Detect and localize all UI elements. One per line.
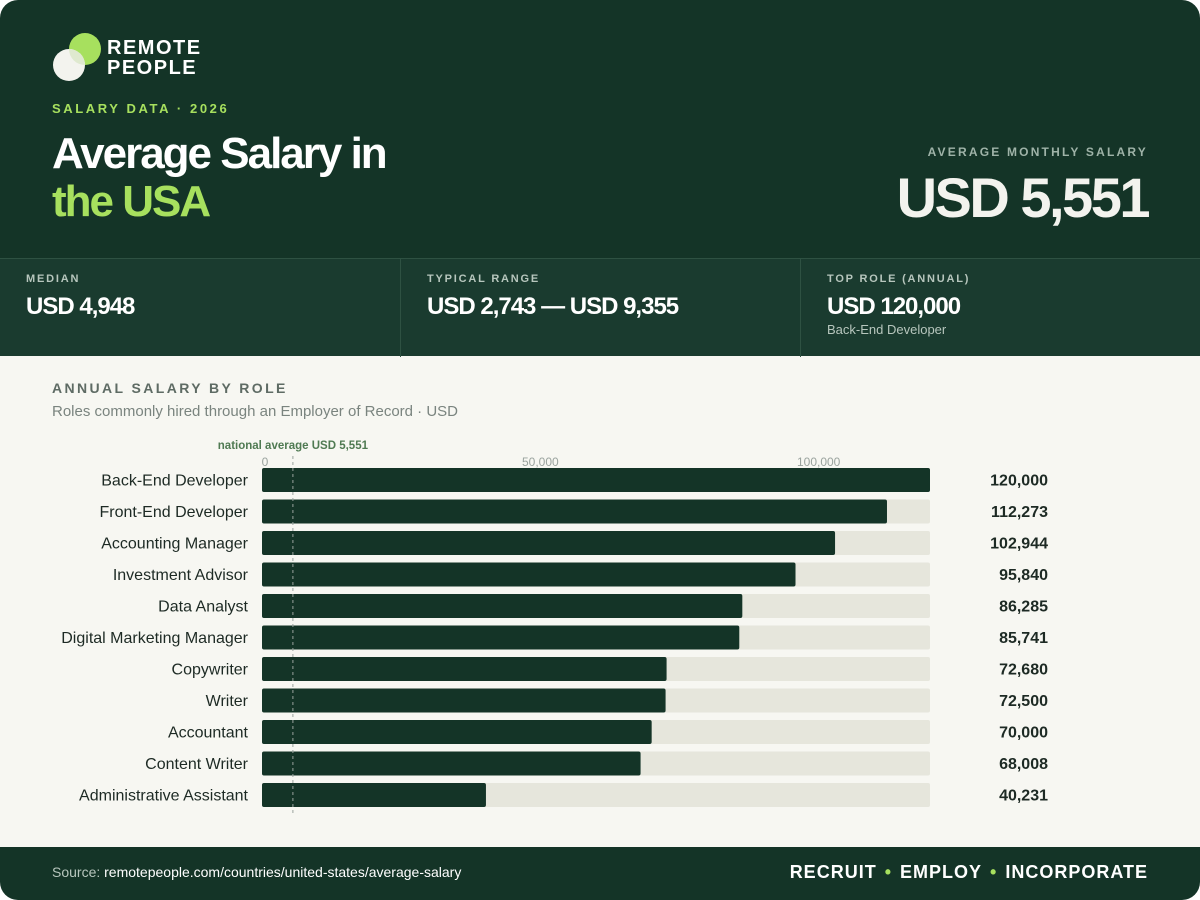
- page-title: Average Salary in the USA: [52, 129, 388, 226]
- value-label: 95,840: [999, 567, 1048, 584]
- logo-icon: [53, 33, 101, 81]
- stats-strip: MEDIAN USD 4,948 TYPICAL RANGE USD 2,743…: [0, 258, 1200, 357]
- value-label: 102,944: [990, 536, 1048, 553]
- bar: [262, 783, 486, 807]
- stat-label: TYPICAL RANGE: [427, 273, 541, 285]
- category-label: Accountant: [168, 725, 249, 742]
- category-label: Copywriter: [172, 662, 249, 679]
- bar: [262, 657, 667, 681]
- category-label: Data Analyst: [158, 599, 248, 616]
- separator-dot-icon: •: [990, 862, 998, 882]
- title-line-2: the USA: [52, 177, 211, 226]
- tagline-recruit: RECRUIT: [789, 862, 877, 882]
- value-label: 86,285: [999, 599, 1048, 616]
- hero-header: REMOTE PEOPLE SALARY DATA · 2026 Average…: [0, 0, 1200, 258]
- stat-value: USD 120,000: [827, 293, 961, 320]
- category-label: Content Writer: [145, 756, 249, 773]
- source-label: Source:: [52, 864, 101, 880]
- logo-line-1: REMOTE: [107, 37, 202, 59]
- bar: [262, 688, 666, 713]
- stat-top-role: TOP ROLE (ANNUAL) USD 120,000 Back-End D…: [800, 259, 1200, 357]
- stat-value: USD 4,948: [26, 293, 135, 320]
- eyebrow-label: SALARY DATA · 2026: [52, 101, 230, 116]
- bar: [262, 625, 740, 650]
- section-title: ANNUAL SALARY BY ROLE: [52, 380, 288, 396]
- category-label: Accounting Manager: [101, 536, 248, 553]
- stat-label: TOP ROLE (ANNUAL): [827, 273, 971, 285]
- value-label: 70,000: [999, 725, 1048, 742]
- source-link[interactable]: remotepeople.com/countries/united-states…: [104, 864, 462, 880]
- kpi-value: USD 5,551: [896, 166, 1151, 229]
- tagline: RECRUIT • EMPLOY • INCORPORATE: [790, 862, 1148, 883]
- source-line: Source: remotepeople.com/countries/unite…: [52, 864, 461, 880]
- separator-dot-icon: •: [884, 862, 892, 882]
- tagline-incorporate: INCORPORATE: [1005, 862, 1148, 882]
- bar: [262, 751, 641, 776]
- title-line-1: Average Salary in: [52, 129, 388, 178]
- value-label: 112,273: [991, 504, 1048, 521]
- tagline-employ: EMPLOY: [900, 862, 983, 882]
- section-subtitle: Roles commonly hired through an Employer…: [52, 403, 459, 420]
- category-label: Front-End Developer: [99, 504, 248, 521]
- bar: [262, 562, 796, 587]
- stat-label: MEDIAN: [26, 273, 81, 285]
- stat-value: USD 2,743 — USD 9,355: [427, 293, 679, 320]
- kpi-label: AVERAGE MONTHLY SALARY: [927, 145, 1148, 159]
- bar: [262, 468, 930, 492]
- stat-subtext: Back-End Developer: [827, 322, 947, 337]
- bar: [262, 499, 887, 524]
- reference-line-label: national average USD 5,551: [218, 440, 369, 452]
- value-label: 40,231: [999, 788, 1048, 805]
- category-label: Digital Marketing Manager: [61, 630, 248, 647]
- stat-median: MEDIAN USD 4,948: [0, 259, 400, 357]
- value-label: 68,008: [999, 756, 1048, 773]
- stat-typical-range: TYPICAL RANGE USD 2,743 — USD 9,355: [400, 259, 800, 357]
- bar: [262, 720, 652, 744]
- logo-wordmark: REMOTE PEOPLE: [107, 38, 202, 78]
- logo-line-2: PEOPLE: [107, 57, 198, 79]
- x-tick-label: 0: [262, 455, 269, 469]
- value-label: 72,680: [999, 662, 1048, 679]
- category-label: Investment Advisor: [113, 567, 249, 584]
- category-label: Administrative Assistant: [79, 788, 249, 805]
- category-label: Writer: [206, 693, 249, 710]
- salary-bar-chart: 0 50,000 100,000 Back-End Developer 120,000 F…: [61, 440, 1048, 815]
- value-label: 120,000: [990, 473, 1048, 490]
- x-tick-label: 50,000: [522, 455, 559, 469]
- footer-bar: Source: remotepeople.com/countries/unite…: [0, 847, 1200, 900]
- bar: [262, 531, 836, 555]
- x-tick-label: 100,000: [797, 455, 841, 469]
- value-label: 72,500: [999, 693, 1048, 710]
- value-label: 85,741: [999, 630, 1048, 647]
- brand-logo[interactable]: REMOTE PEOPLE: [52, 32, 212, 84]
- bar: [262, 594, 743, 618]
- category-label: Back-End Developer: [101, 473, 248, 490]
